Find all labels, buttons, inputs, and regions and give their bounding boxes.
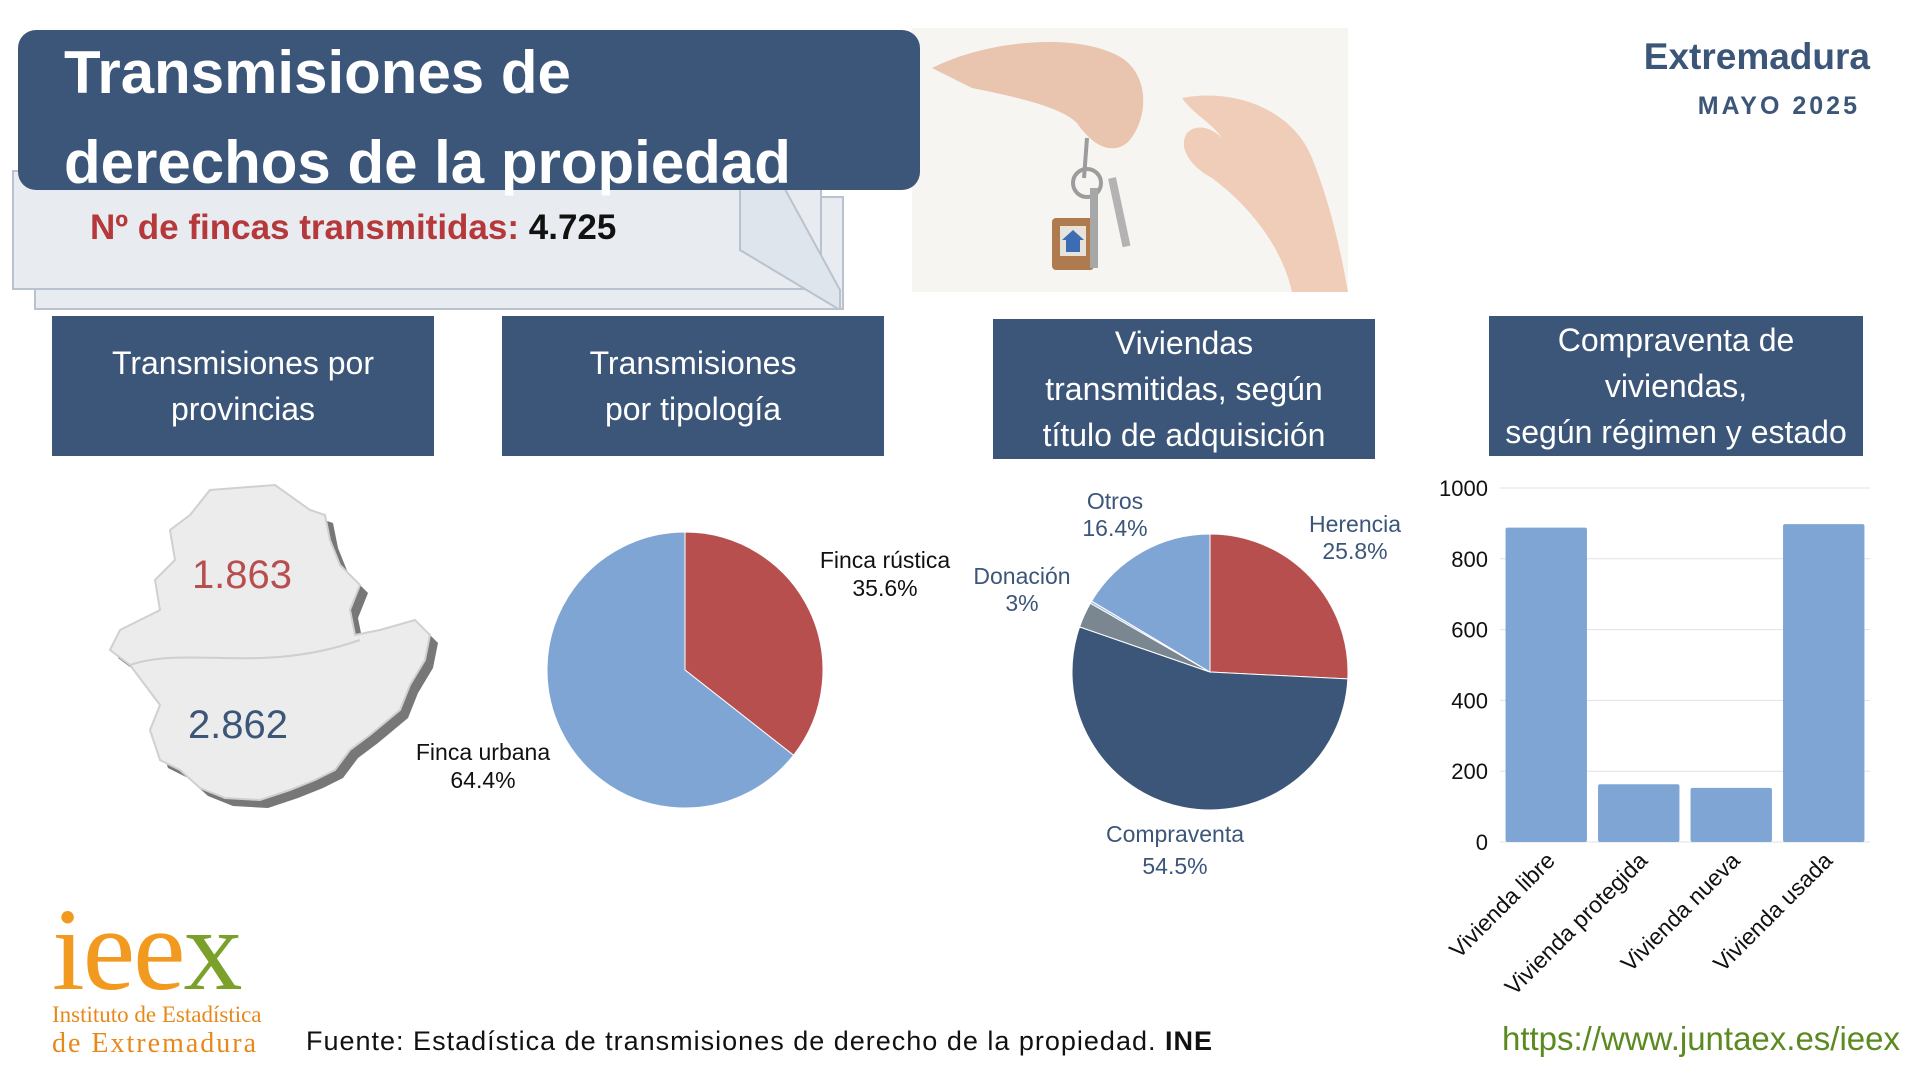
section-header-titulo-line1: Viviendas [1114,325,1254,361]
pie-value-herencia: 25.8% [1322,538,1387,564]
pie-value-finca-urbana: 64.4% [450,767,515,793]
report-month: MAYO 2025 [1697,92,1860,120]
y-tick-0: 0 [1476,830,1488,855]
pie-label-herencia: Herencia [1309,511,1401,537]
pie-value-compraventa: 54.5% [1142,853,1207,879]
pie-label-donacion: Donación [973,563,1070,589]
page-title-line2: derechos de la propiedad [64,129,791,196]
y-tick-800: 800 [1451,547,1488,572]
fincas-panel [12,170,822,290]
section-header-tipologia-line2: por tipología [604,391,782,427]
pie-tipologia-slice-finca-urbana [546,531,795,809]
fincas-total-label: Nº de fincas transmitidas: [90,208,520,247]
section-header-tipologia: Transmisiones por tipología [502,316,884,456]
website-url[interactable]: https://www.juntaex.es/ieex [1501,1020,1900,1057]
keys-handover-photo [912,28,1348,292]
section-header-provincias-line1: Transmisiones por [111,345,374,381]
y-tick-400: 400 [1451,688,1488,713]
section-header-titulo: Viviendas transmitidas, según título de … [993,319,1375,459]
section-header-titulo-line3: título de adquisición [1042,417,1326,453]
section-header-provincias-line2: provincias [170,391,316,427]
provinces-map: 1.863 2.862 [108,483,438,808]
pie-titulo-slice-otros [1090,533,1211,673]
pie-titulo-slice-herencia [1209,533,1349,680]
section-header-regimen: Compraventa de viviendas, según régimen … [1489,316,1863,456]
pie-titulo-slices [1071,533,1349,811]
pie-value-donacion: 3% [1005,590,1038,616]
bar-vivienda-libre [1505,527,1587,842]
pie-value-finca-rustica: 35.6% [852,575,917,601]
pie-label-compraventa: Compraventa [1106,821,1244,847]
pie-label-finca-rustica: Finca rústica [820,547,951,573]
source-ine: INE [1165,1026,1214,1056]
bar-vivienda-protegida [1598,784,1680,842]
province-value-badajoz: 2.862 [188,703,288,747]
section-header-regimen-line2: viviendas, [1604,368,1748,404]
section-header-tipologia-line1: Transmisiones [589,345,797,381]
pie-titulo-slice-compraventa [1071,626,1349,811]
page-title: Transmisiones de derechos de la propieda… [64,28,791,208]
pie-label-finca-urbana: Finca urbana [416,739,550,765]
bar-chart-regimen: 0 200 400 600 800 1000 Vivienda libreVivienda… [1439,476,1870,1000]
bar-y-ticks: 0 200 400 600 800 1000 [1439,476,1488,855]
page-title-line1: Transmisiones de [64,39,571,106]
fincas-total: Nº de fincas transmitidas: 4.725 [90,208,616,248]
pie-chart-titulo: Herencia 25.8% Compraventa 54.5% Donació… [973,488,1401,879]
bar-bars [1505,524,1865,842]
section-header-regimen-line3: según régimen y estado [1505,414,1847,450]
y-tick-1000: 1000 [1439,476,1488,501]
pie-tipologia-slices [546,531,824,809]
province-value-caceres: 1.863 [192,553,292,597]
ieex-logo-line1: Instituto de Estadística [52,1002,262,1027]
province-border [129,639,361,666]
pie-tipologia-slice-finca-rustica [684,531,824,756]
section-header-titulo-line2: transmitidas, según [1045,371,1323,407]
ieex-logo: ieex Instituto de Estadística de Extrema… [52,884,262,1060]
pie-label-otros: Otros [1087,488,1143,514]
region-outline [108,483,432,802]
fincas-total-value: 4.725 [528,208,617,247]
y-tick-200: 200 [1451,759,1488,784]
section-header-provincias: Transmisiones por provincias [52,316,434,456]
pie-chart-tipologia: Finca rústica 35.6% Finca urbana 64.4% [416,531,951,809]
source-note: Fuente: Estadística de transmisiones de … [306,1026,1213,1057]
y-tick-600: 600 [1451,618,1488,643]
title-banner [18,30,920,190]
source-text: Fuente: Estadística de transmisiones de … [306,1026,1157,1056]
region-name: Extremadura [1643,36,1870,77]
pie-value-otros: 16.4% [1082,515,1147,541]
section-header-regimen-line1: Compraventa de [1557,322,1795,358]
bar-vivienda-nueva [1690,787,1772,842]
ieex-logo-word: ieex [52,884,243,1015]
bar-vivienda-usada [1783,524,1865,842]
ieex-logo-line2: de Extremadura [52,1028,259,1059]
